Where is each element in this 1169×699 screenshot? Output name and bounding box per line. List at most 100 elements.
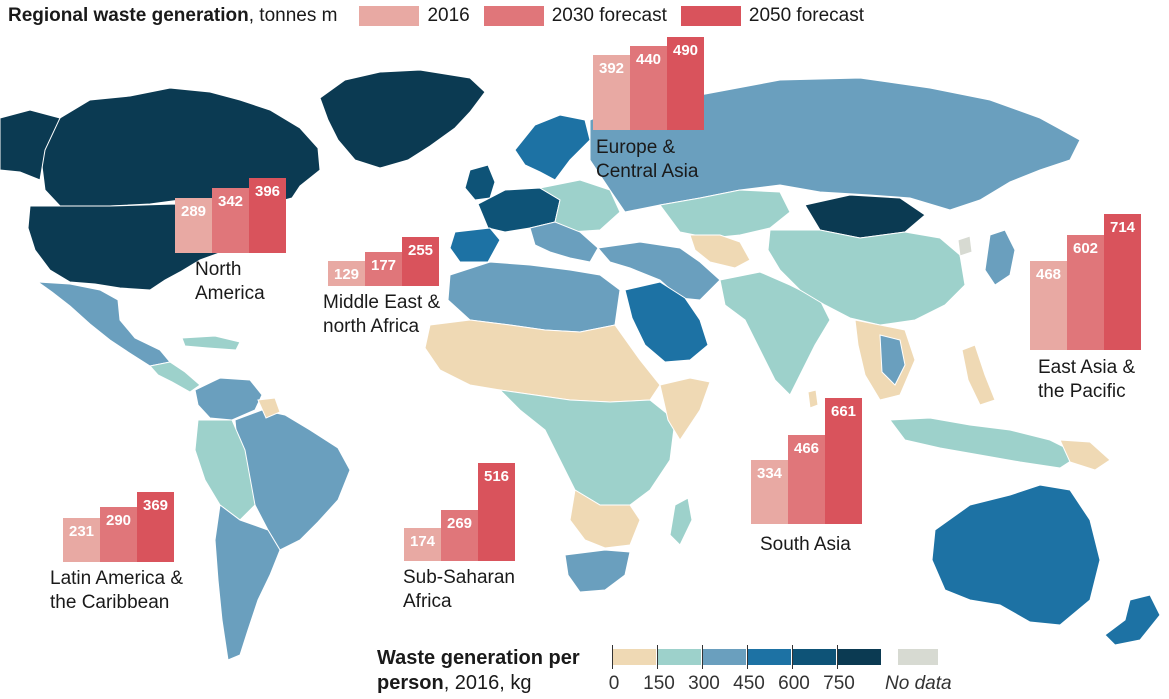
scale-title: Waste generation per person, 2016, kg: [377, 646, 580, 696]
waste-bar-value: 129: [333, 266, 360, 283]
country-alaska: [0, 109, 61, 181]
legend-label-2030: 2030 forecast: [551, 5, 667, 26]
waste-bar-value: 290: [105, 512, 132, 529]
country-iberia: [449, 227, 501, 263]
waste-bar: 255: [402, 237, 439, 286]
scale-tick: [837, 645, 838, 669]
scale-title-unit: , 2016, kg: [443, 672, 532, 694]
waste-bar: 516: [478, 463, 515, 561]
scale-tick: [792, 645, 793, 669]
waste-bar-value: 255: [407, 242, 434, 259]
waste-bar: 714: [1104, 214, 1141, 350]
waste-bar: 174: [404, 528, 441, 561]
region-southern-africa: [569, 489, 641, 549]
waste-bar: 334: [751, 460, 788, 524]
waste-bar-value: 396: [254, 183, 281, 200]
waste-bar: 466: [788, 435, 825, 524]
country-greenland: [319, 69, 486, 169]
region-label: Middle East & north Africa: [323, 291, 440, 339]
waste-bar: 602: [1067, 235, 1104, 350]
country-sri-lanka: [807, 389, 819, 409]
region-group: 334 466 661: [751, 0, 862, 524]
country-new-zealand: [1104, 594, 1161, 646]
scale-tick-label: 150: [643, 673, 675, 694]
region-label-line: the Pacific: [1038, 381, 1126, 402]
country-colombia-venezuela: [194, 377, 263, 421]
legend-swatch-2050: [680, 6, 741, 26]
waste-bar-value: 440: [635, 51, 662, 68]
region-label-line: Europe &: [596, 137, 676, 158]
region-label-line: the Caribbean: [50, 592, 170, 613]
legend-label-2016: 2016: [427, 5, 470, 26]
waste-bar: 468: [1030, 261, 1067, 350]
scale-bin: [748, 649, 791, 665]
waste-bar-value: 602: [1072, 240, 1099, 257]
legend-item-2030: 2030 forecast: [483, 5, 667, 27]
region-label: North America: [195, 258, 265, 306]
waste-bar-value: 289: [180, 203, 207, 220]
region-group: 392 440 490: [593, 0, 704, 130]
country-japan: [984, 229, 1016, 286]
country-china: [767, 229, 966, 326]
waste-bar: 440: [630, 46, 667, 130]
region-label: Latin America & the Caribbean: [50, 567, 183, 615]
waste-bar: 490: [667, 37, 704, 130]
country-argentina-chile: [214, 504, 281, 661]
waste-bar: 269: [441, 510, 478, 561]
legend-item-2016: 2016: [359, 5, 470, 27]
waste-bar: 129: [328, 261, 365, 286]
scale-tick-label: 300: [688, 673, 720, 694]
region-label-line: Africa: [403, 591, 452, 612]
region-group: 289 342 396: [175, 0, 286, 253]
waste-bar: 231: [63, 518, 100, 562]
header-title: Regional waste generation: [8, 5, 249, 26]
country-horn-of-africa: [659, 377, 711, 441]
legend-swatch-2030: [483, 6, 544, 26]
waste-bar-value: 468: [1035, 266, 1062, 283]
scale-tick-label: 750: [823, 673, 855, 694]
scale-bin: [793, 649, 836, 665]
region-central-america: [149, 361, 201, 393]
region-label-line: America: [195, 283, 265, 304]
country-philippines: [961, 344, 996, 406]
country-scandinavia: [514, 114, 591, 181]
header: Regional waste generation , tonnes m 201…: [8, 4, 864, 28]
region-group: 231 290 369: [63, 0, 174, 562]
country-korea: [957, 235, 973, 257]
waste-bar: 396: [249, 178, 286, 253]
no-data-swatch: [898, 649, 938, 665]
region-label: Sub-Saharan Africa: [403, 566, 515, 614]
waste-bar: 661: [825, 398, 862, 524]
scale-tick: [702, 645, 703, 669]
country-australia: [931, 484, 1101, 626]
country-saudi-arabia: [624, 281, 709, 363]
scale-tick: [657, 645, 658, 669]
waste-bar: 369: [137, 492, 174, 562]
scale-bin: [703, 649, 746, 665]
waste-bar-value: 661: [830, 403, 857, 420]
region-eastern-europe: [538, 179, 621, 233]
region-label-line: East Asia &: [1038, 357, 1136, 378]
waste-bar-value: 342: [217, 193, 244, 210]
region-label-line: north Africa: [323, 316, 420, 337]
waste-bar-value: 466: [793, 440, 820, 457]
region-caribbean: [181, 335, 241, 351]
scale-bin: [613, 649, 656, 665]
waste-bar-value: 334: [756, 465, 783, 482]
region-label-line: Middle East &: [323, 292, 441, 313]
region-group: 174 269 516: [404, 0, 515, 561]
scale-tick-label: 450: [733, 673, 765, 694]
region-label-line: South Asia: [760, 534, 851, 555]
country-thailand: [879, 334, 906, 386]
country-guianas: [257, 397, 281, 419]
country-italy-balkans: [529, 221, 599, 263]
scale-title-bold-1: Waste generation per: [377, 647, 580, 669]
region-label-line: Central Asia: [596, 161, 699, 182]
waste-bar: 177: [365, 252, 402, 286]
region-central-asia-south: [689, 234, 751, 269]
scale-tick-label: 600: [778, 673, 810, 694]
legend-swatch-2016: [359, 6, 420, 26]
no-data-label: No data: [885, 673, 952, 694]
waste-bar: 392: [593, 55, 630, 130]
country-papua-new-guinea: [1059, 439, 1111, 471]
